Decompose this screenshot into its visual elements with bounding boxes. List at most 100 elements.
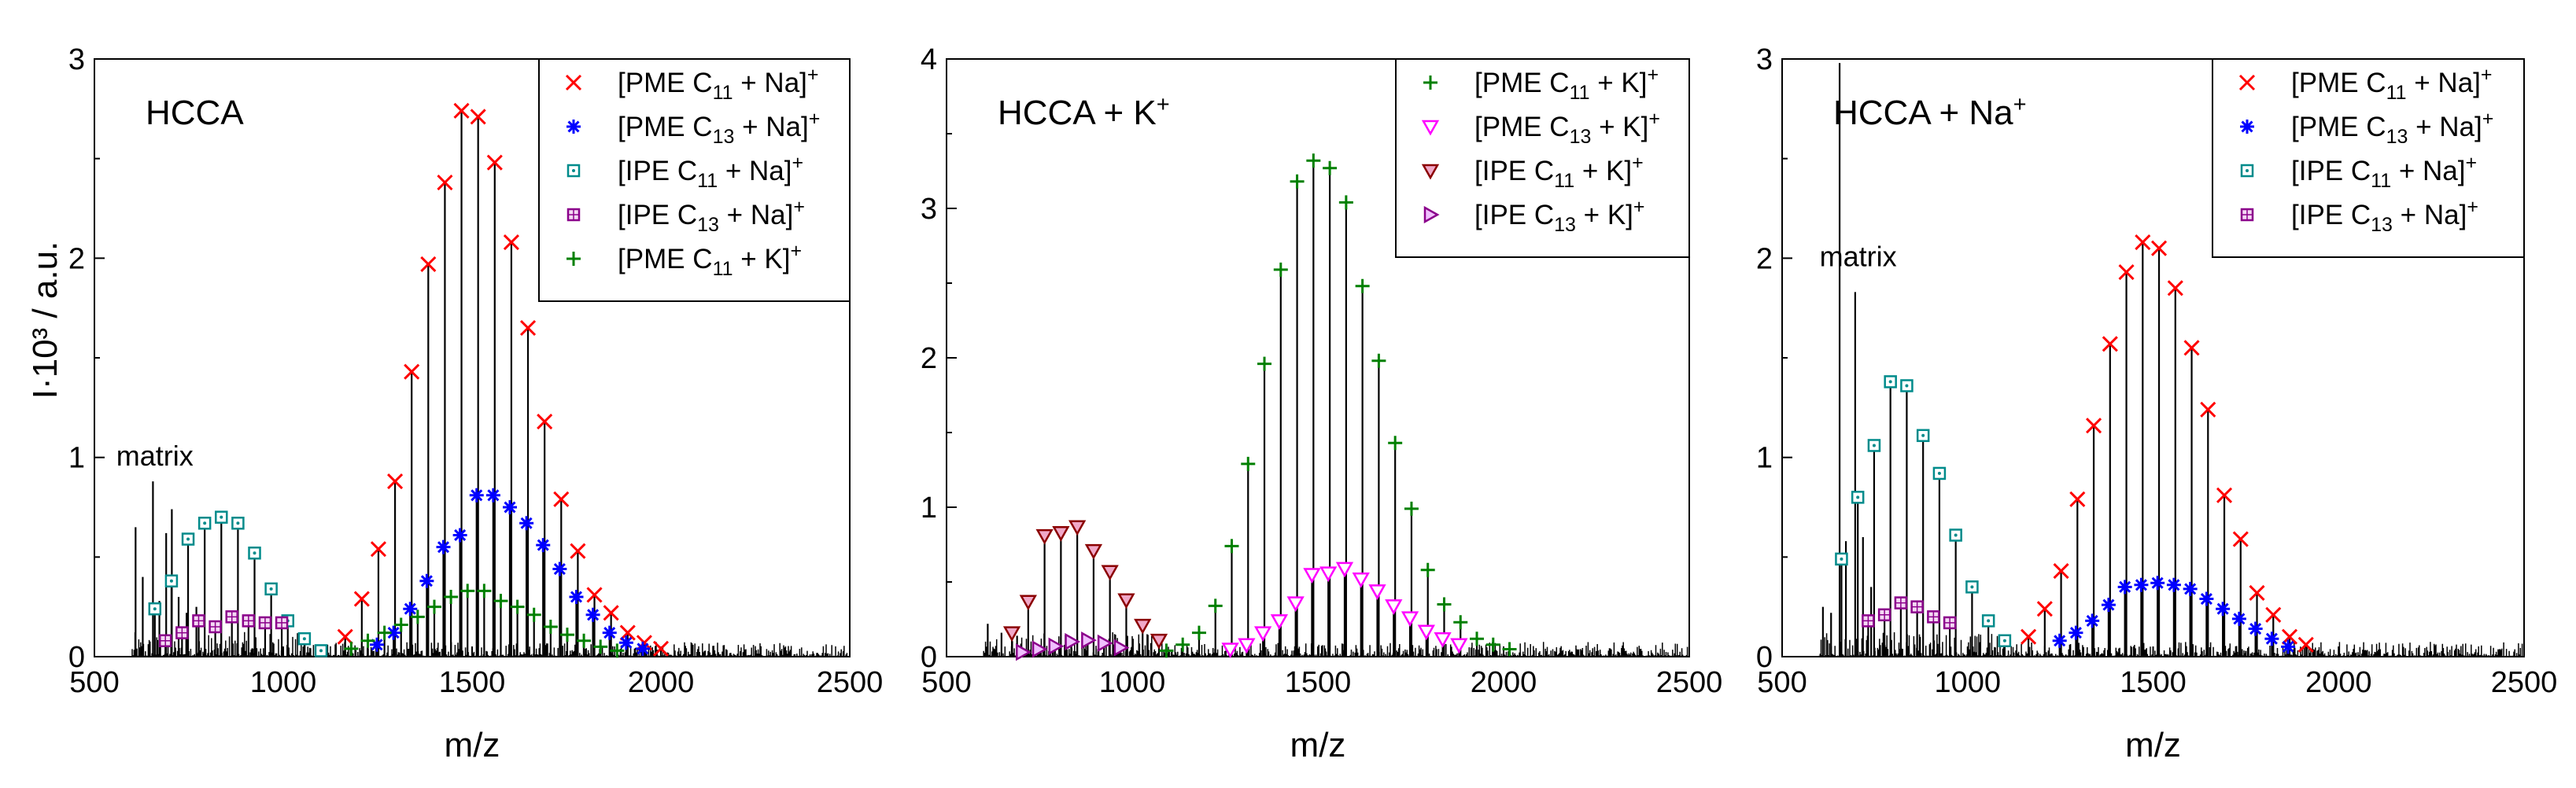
data-point: [1273, 262, 1288, 277]
data-point: [1894, 596, 1908, 609]
x-tick-label: 2500: [817, 666, 884, 699]
data-point: [1949, 528, 1962, 542]
legend-marker: [566, 164, 581, 178]
data-point: [427, 599, 441, 614]
data-point: [1286, 596, 1305, 613]
data-point: [2036, 601, 2053, 617]
data-point: [1420, 562, 1435, 577]
data-point: [387, 473, 404, 490]
chart-panel-hcca-na: 500 1000 1500 2000 2500 m/z 0 1 2 3 HCCA + Na+ matr…: [1756, 43, 2557, 764]
chart-panel-hcca: 500 1000 1500 2000 2500 m/z 0 1 2 3 HCCA matrix [PME…: [68, 43, 883, 764]
data-point: [248, 547, 261, 560]
data-point: [486, 154, 503, 171]
data-point: [1932, 466, 1947, 481]
legend-marker: [566, 252, 581, 266]
data-point: [503, 500, 517, 514]
data-point: [258, 616, 272, 630]
legend-marker: [2240, 164, 2254, 178]
data-point: [577, 633, 592, 648]
data-point: [593, 639, 608, 654]
data-point: [537, 414, 553, 430]
data-point: [1224, 539, 1239, 554]
y-tick-label: 0: [921, 641, 937, 674]
x-axis-title: m/z: [2125, 726, 2181, 764]
data-point: [1019, 595, 1037, 611]
data-point: [2118, 264, 2135, 281]
panel-label: HCCA + Na+: [1833, 92, 2027, 132]
data-point: [2135, 234, 2151, 251]
legend-entry: [PME C11 + Na]+: [618, 64, 819, 104]
legend-entry: [IPE C13 + Na]+: [2291, 196, 2478, 236]
data-point: [1862, 614, 1875, 628]
data-point: [1910, 600, 1924, 613]
data-point: [1081, 631, 1097, 650]
data-point: [585, 607, 600, 622]
legend: [PME C11 + Na]+[PME C13 + Na]+[IPE C11 +…: [2212, 58, 2525, 258]
legend-marker: [565, 74, 582, 91]
legend: [PME C11 + K]+[PME C13 + K]+[IPE C11 + K…: [1395, 58, 1690, 258]
data-point: [570, 543, 586, 559]
data-point: [1916, 429, 1930, 443]
data-point: [1208, 598, 1223, 613]
data-point: [2232, 531, 2249, 547]
data-point: [2216, 487, 2233, 503]
data-point: [519, 319, 537, 337]
data-point: [1388, 436, 1403, 451]
legend-marker: [1423, 75, 1437, 90]
data-point: [602, 625, 617, 640]
mass-spectrum: [983, 162, 1688, 657]
data-point: [2297, 636, 2314, 653]
data-point: [2069, 491, 2086, 507]
data-point: [553, 491, 570, 507]
data-point: [603, 605, 619, 621]
data-point: [148, 602, 162, 616]
data-point: [536, 538, 551, 553]
data-point: [386, 625, 401, 640]
data-point: [1485, 637, 1500, 652]
legend-entry: [PME C11 + K]+: [618, 240, 802, 280]
data-point: [2281, 628, 2298, 645]
data-point: [1032, 640, 1048, 658]
data-point: [337, 628, 353, 645]
data-point: [1884, 375, 1897, 388]
legend-marker: [1421, 164, 1440, 180]
data-point: [437, 175, 453, 191]
y-tick-label: 1: [68, 442, 85, 475]
data-point: [192, 614, 205, 628]
data-point: [1470, 632, 1485, 646]
data-point: [419, 573, 434, 588]
x-tick-label: 1000: [1934, 666, 2001, 699]
y-tick-label: 0: [1756, 641, 1773, 674]
data-point: [314, 644, 328, 657]
data-point: [1998, 634, 2012, 647]
data-point: [2069, 625, 2083, 640]
data-point: [1084, 543, 1103, 560]
legend-entry: [IPE C11 + K]+: [1474, 152, 1644, 192]
data-point: [215, 510, 228, 524]
data-point: [1290, 174, 1305, 189]
data-point: [452, 528, 467, 543]
data-point: [403, 602, 418, 617]
x-tick-label: 2000: [1471, 666, 1537, 699]
data-point: [485, 488, 500, 503]
data-point: [404, 363, 420, 380]
y-axis: 0 1 2 3: [68, 43, 105, 674]
data-point: [1134, 618, 1152, 635]
data-point: [1257, 356, 1272, 371]
panel-label: HCCA: [146, 94, 244, 132]
data-point: [477, 584, 492, 598]
data-point: [1404, 501, 1419, 516]
data-point: [1303, 568, 1321, 584]
x-tick-label: 2000: [628, 666, 695, 699]
data-point: [231, 517, 245, 530]
data-point: [1323, 160, 1338, 175]
data-point: [1191, 625, 1206, 640]
y-tick-label: 3: [68, 43, 85, 76]
data-point: [2249, 584, 2265, 601]
legend-marker: [2240, 120, 2254, 134]
data-point: [1437, 597, 1452, 612]
data-point: [1385, 599, 1403, 615]
data-point: [209, 620, 222, 634]
data-point: [635, 641, 650, 656]
